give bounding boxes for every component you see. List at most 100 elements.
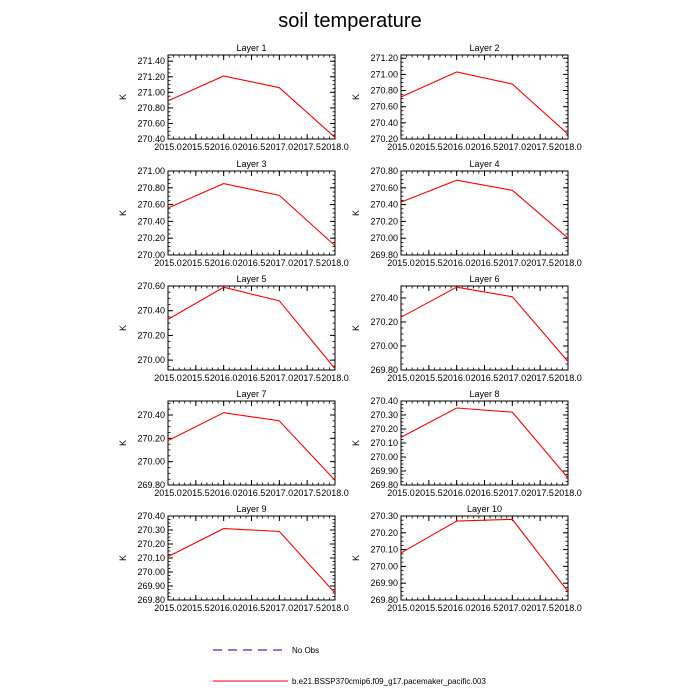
- y-tick-label: 270.20: [370, 317, 398, 327]
- y-tick-label: 270.60: [137, 281, 165, 291]
- series-line: [167, 412, 336, 481]
- x-tick-label: 2015.5: [415, 603, 443, 613]
- y-tick-label: 269.80: [370, 480, 398, 490]
- x-tick-label: 2015.5: [415, 373, 443, 383]
- chart-panel-1: Layer 1 270.40 270.60 270.80 271.00 271.20 271…: [118, 43, 349, 152]
- y-tick-label: 271.40: [137, 56, 165, 66]
- x-tick-label: 2018.0: [321, 142, 349, 152]
- series-line: [167, 183, 336, 247]
- x-tick-label: 2015.0: [387, 373, 415, 383]
- x-tick-label: 2015.5: [415, 258, 443, 268]
- y-tick-label: 270.40: [370, 200, 398, 210]
- x-tick-label: 2015.5: [182, 142, 210, 152]
- x-tick-label: 2018.0: [554, 603, 582, 613]
- x-tick-label: 2016.0: [443, 258, 471, 268]
- panel-title: Layer 5: [236, 274, 266, 284]
- figure-title: soil temperature: [278, 10, 421, 32]
- chart-panels: Layer 1 270.40 270.60 270.80 271.00 271.20 271…: [118, 43, 582, 613]
- x-tick-label: 2016.0: [443, 603, 471, 613]
- series-line: [167, 528, 336, 594]
- panel-title: Layer 7: [236, 389, 266, 399]
- y-tick-label: 270.20: [370, 424, 398, 434]
- x-tick-label: 2017.5: [526, 142, 554, 152]
- x-tick-label: 2016.0: [210, 603, 238, 613]
- plot-frame: [167, 54, 336, 140]
- x-tick-label: 2015.0: [154, 258, 182, 268]
- y-tick-label: 270.00: [370, 561, 398, 571]
- x-tick-label: 2017.0: [266, 488, 294, 498]
- panel-title: Layer 8: [469, 389, 499, 399]
- y-tick-label: 270.10: [370, 438, 398, 448]
- plot-frame: [400, 400, 569, 486]
- x-tick-label: 2016.0: [210, 258, 238, 268]
- y-tick-label: 270.60: [137, 200, 165, 210]
- x-tick-label: 2015.0: [154, 373, 182, 383]
- y-tick-label: 270.40: [370, 396, 398, 406]
- x-tick-label: 2015.5: [415, 488, 443, 498]
- y-tick-label: 270.80: [137, 103, 165, 113]
- x-tick-label: 2016.0: [210, 142, 238, 152]
- x-tick-label: 2016.5: [238, 142, 266, 152]
- series-line: [400, 286, 569, 362]
- y-tick-label: 269.80: [370, 365, 398, 375]
- y-tick-label: 269.90: [370, 466, 398, 476]
- series-line: [400, 71, 569, 135]
- y-tick-label: 270.20: [370, 216, 398, 226]
- x-tick-label: 2016.5: [471, 603, 499, 613]
- x-tick-label: 2015.5: [182, 603, 210, 613]
- panel-title: Layer 10: [467, 504, 502, 514]
- chart-panel-4: Layer 4 269.80 270.00 270.20 270.40 270.60 270…: [351, 159, 582, 268]
- y-axis-label: K: [351, 94, 361, 100]
- y-tick-label: 271.00: [137, 87, 165, 97]
- y-tick-label: 271.20: [370, 53, 398, 63]
- x-tick-label: 2016.0: [443, 142, 471, 152]
- y-tick-label: 269.80: [370, 595, 398, 605]
- y-tick-label: 270.20: [370, 528, 398, 538]
- panel-title: Layer 9: [236, 504, 266, 514]
- plot-frame: [400, 170, 569, 256]
- y-tick-label: 270.40: [137, 134, 165, 144]
- x-tick-label: 2015.0: [154, 603, 182, 613]
- x-tick-label: 2017.0: [499, 258, 527, 268]
- x-tick-label: 2015.0: [387, 258, 415, 268]
- x-tick-label: 2015.0: [387, 142, 415, 152]
- chart-panel-8: Layer 8 269.80 269.90 270.00 270.10 270.20 270…: [351, 389, 582, 498]
- y-axis-label: K: [351, 555, 361, 561]
- x-tick-label: 2018.0: [321, 603, 349, 613]
- plot-frame: [167, 285, 336, 371]
- x-tick-label: 2017.0: [266, 603, 294, 613]
- y-tick-label: 270.20: [137, 539, 165, 549]
- panel-title: Layer 2: [469, 43, 499, 53]
- y-tick-label: 270.30: [370, 410, 398, 420]
- y-tick-label: 270.30: [370, 511, 398, 521]
- plot-frame: [400, 515, 569, 601]
- y-tick-label: 270.40: [137, 511, 165, 521]
- panel-title: Layer 1: [236, 43, 266, 53]
- plot-frame: [167, 515, 336, 601]
- x-tick-label: 2018.0: [554, 373, 582, 383]
- y-tick-label: 270.40: [137, 410, 165, 420]
- x-tick-label: 2017.5: [526, 488, 554, 498]
- y-axis-label: K: [351, 325, 361, 331]
- y-tick-label: 270.00: [370, 341, 398, 351]
- x-tick-label: 2018.0: [554, 488, 582, 498]
- chart-panel-10: Layer 10 269.80 269.90 270.00 270.10 270.20 27…: [351, 504, 582, 613]
- y-tick-label: 270.60: [370, 183, 398, 193]
- x-tick-label: 2017.0: [499, 142, 527, 152]
- y-tick-label: 269.80: [137, 595, 165, 605]
- y-tick-label: 270.00: [137, 355, 165, 365]
- y-tick-label: 270.00: [137, 567, 165, 577]
- chart-panel-3: Layer 3 270.00 270.20 270.40 270.60 270.80 271…: [118, 159, 349, 268]
- panel-title: Layer 4: [469, 159, 499, 169]
- y-tick-label: 270.00: [370, 233, 398, 243]
- x-tick-label: 2017.5: [526, 603, 554, 613]
- y-tick-label: 270.40: [370, 118, 398, 128]
- x-tick-label: 2015.5: [182, 258, 210, 268]
- x-tick-label: 2017.5: [293, 142, 321, 152]
- x-tick-label: 2016.0: [210, 373, 238, 383]
- y-axis-label: K: [118, 210, 128, 216]
- plot-frame: [167, 170, 336, 256]
- legend-label-no-obs: No Obs: [292, 646, 319, 655]
- y-tick-label: 271.00: [137, 166, 165, 176]
